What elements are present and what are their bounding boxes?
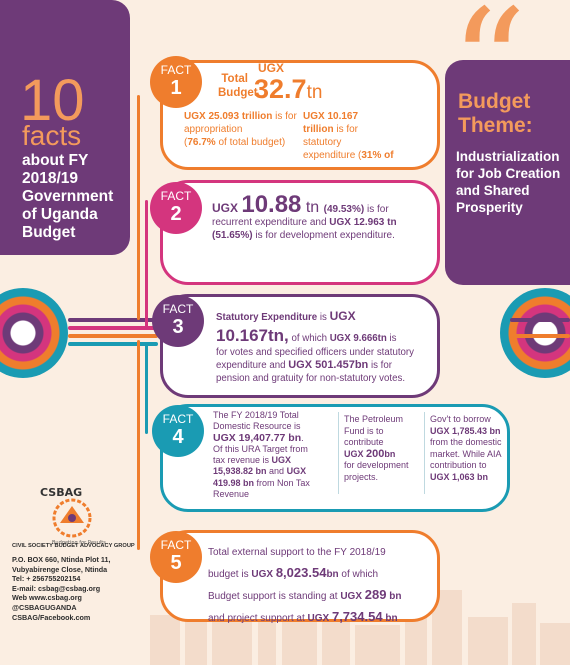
title-panel — [0, 0, 130, 255]
fact-4-borrowing: Gov't to borrow UGX 1,785.43 bn from the… — [430, 414, 502, 482]
fact-1-badge: FACT 1 — [150, 56, 202, 108]
fact-1-total-label: Total Budget — [218, 73, 258, 99]
budget-theme-text: Industrialization for Job Creation and S… — [456, 149, 561, 215]
fact-1-appropriation: UGX 25.093 trillion is for appropriation… — [184, 111, 297, 148]
fact-3-card — [160, 294, 440, 398]
contact-info: P.O. BOX 660, Ntinda Plot 11, Vubyabiren… — [12, 555, 111, 622]
connector-line — [510, 334, 570, 338]
title-number: 10 — [20, 68, 85, 133]
fact-5-card — [160, 530, 440, 622]
connector-line — [510, 318, 570, 322]
budget-theme-panel — [445, 60, 570, 285]
column-divider — [424, 412, 425, 494]
budget-theme-heading: Budget Theme: — [458, 90, 533, 137]
phone-text: Tel: + 256755202154 — [12, 574, 81, 584]
fact-1-card — [160, 60, 440, 170]
org-name: CIVIL SOCIETY BUDGET ADVOCACY GROUP — [12, 543, 135, 549]
column-divider — [338, 412, 339, 494]
title-subtitle: about FY 2018/19 Government of Uganda Bu… — [22, 152, 114, 241]
address-line: Vubyabirenge Close, Ntinda — [12, 564, 108, 574]
facebook-link[interactable]: CSBAG/Facebook.com — [12, 612, 91, 622]
connector-line — [68, 342, 158, 346]
fact-5-text: Total external support to the FY 2018/19… — [208, 547, 402, 624]
fact-3-text: Statutory Expenditure is UGX 10.167tn, o… — [216, 309, 414, 384]
connector-line — [137, 340, 140, 550]
fact-4-domestic-resource: The FY 2018/19 Total Domestic Resource i… — [213, 410, 310, 500]
fact-3-badge: FACT 3 — [152, 295, 204, 347]
connector-line — [145, 344, 148, 434]
title-facts-word: facts — [22, 120, 82, 151]
fact-4-petroleum-fund: The Petroleum Fund is to contribute UGX … — [344, 414, 409, 482]
fact-2-badge: FACT 2 — [150, 182, 202, 234]
csbag-logo: CSBAG Budgeting for Results — [40, 486, 106, 546]
fact-1-statutory: UGX 10.167 trillion is for statutory exp… — [303, 111, 394, 161]
fact-1-currency: UGX — [258, 61, 285, 75]
rings-decoration-right — [500, 288, 570, 378]
connector-line — [68, 334, 158, 338]
fact-4-card — [160, 404, 510, 512]
logo-tagline: Budgeting for Results — [52, 540, 106, 546]
website-link[interactable]: Web www.csbag.org — [12, 593, 82, 603]
fact-2-card — [160, 180, 440, 285]
fact-5-badge: FACT 5 — [150, 531, 202, 583]
logo-text: CSBAG — [40, 486, 82, 499]
connector-line — [68, 318, 158, 322]
address-line: P.O. BOX 660, Ntinda Plot 11, — [12, 555, 111, 564]
fact-4-badge: FACT 4 — [152, 405, 204, 457]
email-link[interactable]: E-mail: csbag@csbag.org — [12, 583, 101, 593]
connector-line — [68, 326, 158, 330]
fact-2-text: UGX 10.88 tn (49.53%) is for recurrent e… — [212, 191, 397, 242]
connector-line — [145, 200, 148, 328]
rings-decoration-left — [0, 288, 68, 378]
connector-line — [137, 95, 140, 320]
twitter-handle: @CSBAGUGANDA — [12, 602, 77, 612]
fact-1-amount: 32.7tn — [254, 74, 323, 104]
